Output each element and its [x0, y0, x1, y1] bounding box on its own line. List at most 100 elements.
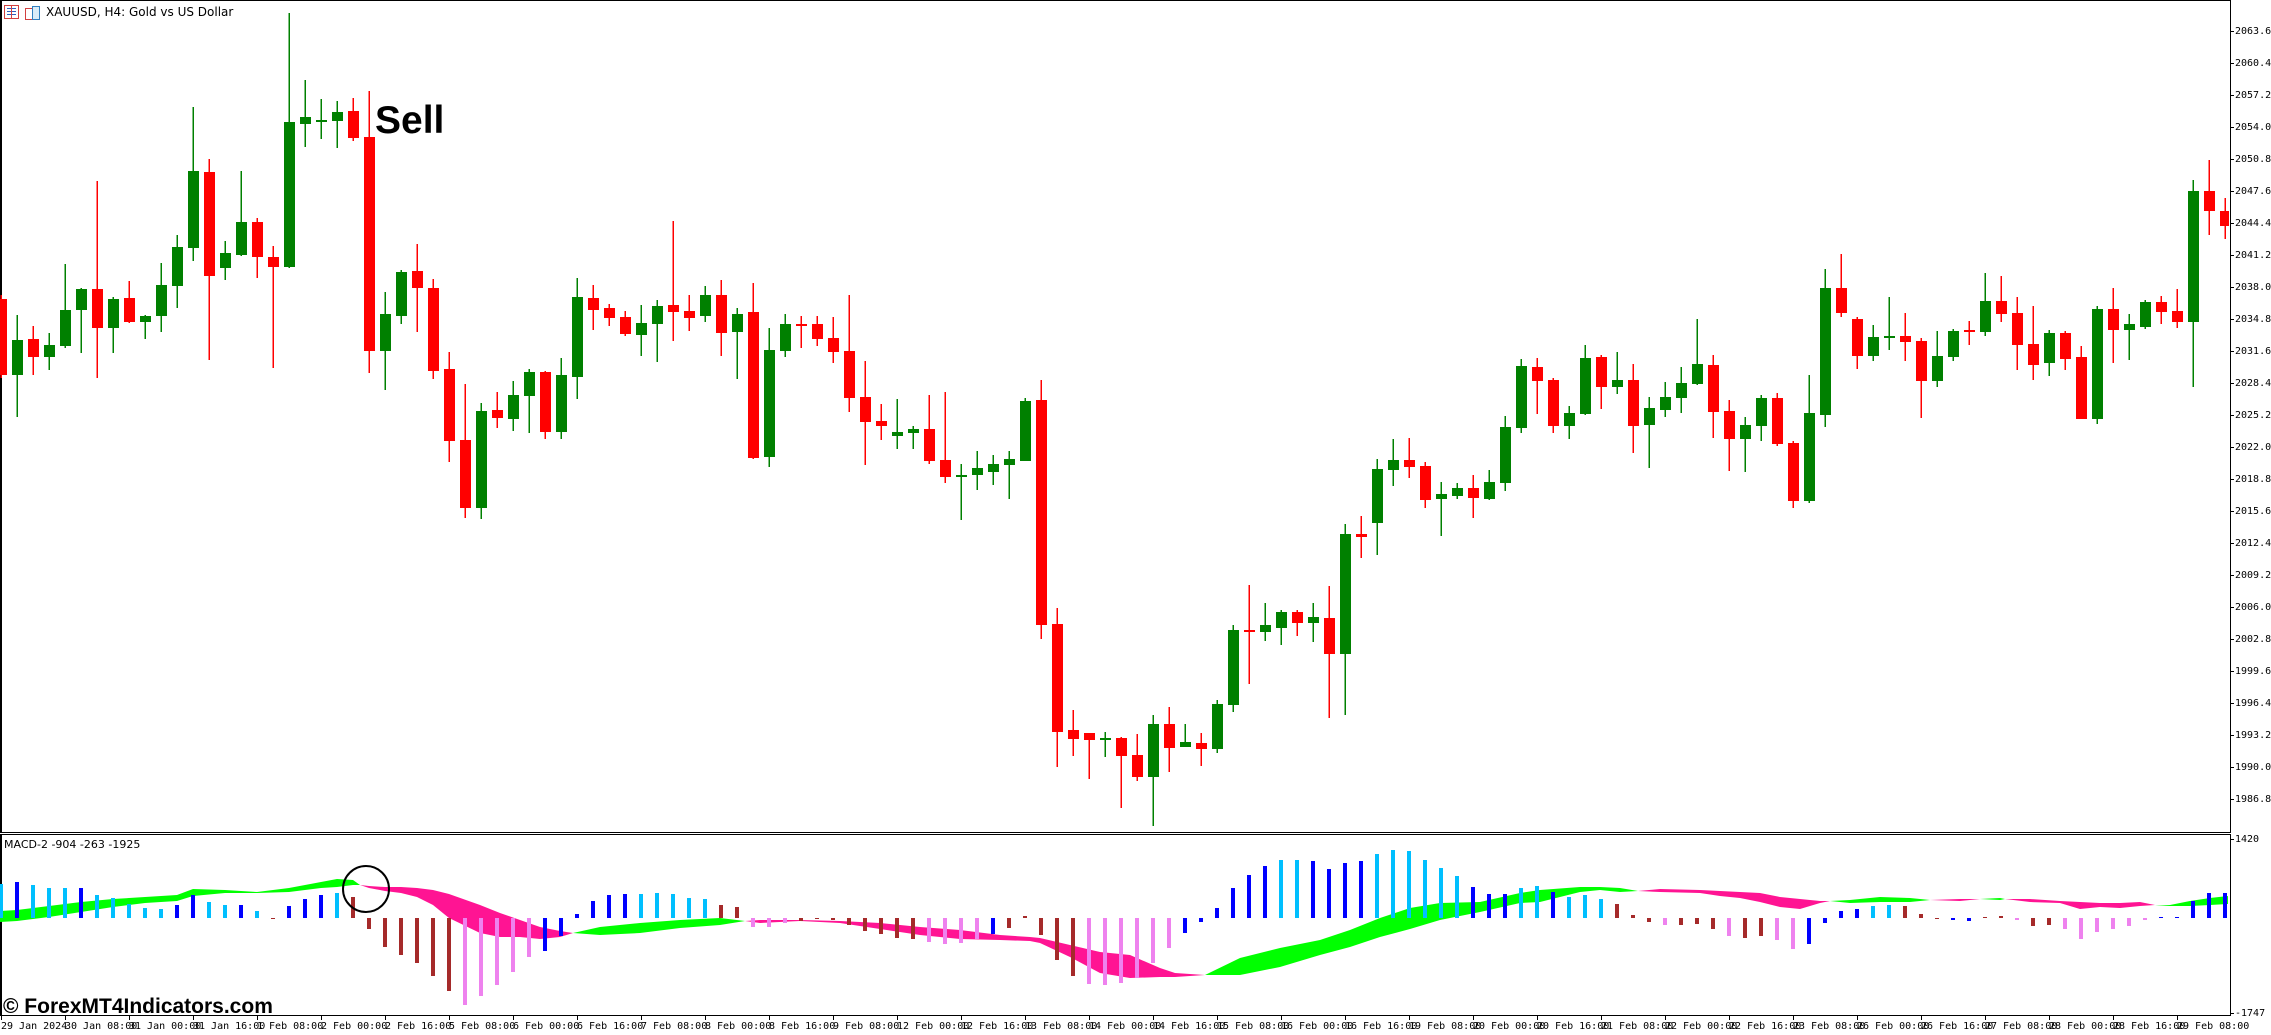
- time-tick-label: 12 Feb 00:00: [897, 1015, 970, 1032]
- candle: [396, 270, 407, 324]
- macd-signal-band: [2100, 903, 2120, 908]
- time-tick-label: 29 Jan 2024: [1, 1015, 68, 1032]
- macd-histogram-bar: [1391, 850, 1395, 918]
- candle: [1388, 439, 1399, 486]
- candle: [1660, 382, 1671, 417]
- macd-signal-band: [225, 890, 257, 893]
- candle: [2188, 180, 2199, 387]
- macd-signal-band: [880, 923, 920, 935]
- macd-histogram-bar: [2015, 918, 2019, 920]
- macd-histogram-bar: [2127, 918, 2131, 926]
- candle: [1340, 524, 1351, 715]
- candle: [572, 278, 583, 399]
- macd-signal-band: [2155, 905, 2170, 906]
- macd-histogram-bar: [303, 899, 307, 918]
- time-tick-label: 16 Feb 16:00: [1345, 1015, 1418, 1032]
- time-tick-label: 13 Feb 08:00: [1025, 1015, 1098, 1032]
- candle: [636, 305, 647, 356]
- chart-title: XAUUSD, H4: Gold vs US Dollar: [46, 5, 234, 19]
- macd-signal-band: [145, 895, 177, 903]
- candle: [188, 107, 199, 261]
- candle: [1612, 352, 1623, 394]
- candle: [2172, 289, 2183, 328]
- macd-signal-band: [1580, 887, 1600, 892]
- macd-histogram-bar: [2191, 901, 2195, 918]
- price-tick-label: 2009.20: [2230, 570, 2271, 582]
- crossover-circle-marker: [342, 865, 390, 913]
- price-tick-label: 2012.40: [2230, 538, 2271, 550]
- candle: [12, 315, 23, 417]
- macd-signal-band: [600, 923, 640, 935]
- candle: [1852, 317, 1863, 369]
- macd-histogram-bar: [1359, 861, 1363, 918]
- candle: [2012, 297, 2023, 370]
- candle: [252, 218, 263, 278]
- time-tick-label: 20 Feb 00:00: [1473, 1015, 1546, 1032]
- macd-signal-band: [500, 913, 520, 937]
- candle: [1548, 378, 1559, 433]
- macd-signal-band: [960, 930, 1000, 940]
- macd-histogram-bar: [735, 907, 739, 918]
- macd-histogram-bar: [1791, 918, 1795, 949]
- candle: [1036, 380, 1047, 639]
- candle: [364, 91, 375, 373]
- macd-histogram-bar: [991, 918, 995, 934]
- price-tick-label: 2060.40: [2230, 58, 2271, 70]
- chart-window-icon[interactable]: [25, 5, 40, 20]
- candle: [460, 384, 471, 518]
- candle: [2092, 306, 2103, 424]
- candle: [2076, 346, 2087, 419]
- macd-histogram-bar: [2143, 918, 2147, 920]
- candle: [684, 295, 695, 331]
- macd-axis-max: 1420: [2230, 834, 2259, 846]
- macd-histogram-bar: [1583, 895, 1587, 918]
- chart-list-icon[interactable]: [4, 5, 19, 19]
- macd-histogram-bar: [1663, 918, 1667, 925]
- macd-histogram-bar: [367, 918, 371, 929]
- macd-histogram-bar: [79, 888, 83, 918]
- macd-indicator-panel[interactable]: [0, 834, 2231, 1016]
- macd-histogram-bar: [895, 918, 899, 938]
- candle: [1004, 451, 1015, 499]
- candle: [92, 181, 103, 378]
- macd-histogram-bar: [319, 895, 323, 918]
- macd-signal-band: [385, 887, 401, 893]
- macd-signal-band: [1780, 897, 1800, 909]
- macd-histogram-bar: [1423, 860, 1427, 918]
- candle: [124, 281, 135, 323]
- time-tick-label: 9 Feb 08:00: [833, 1015, 900, 1032]
- macd-histogram-bar: [543, 918, 547, 951]
- candle: [28, 326, 39, 375]
- macd-histogram-bar: [1951, 918, 1955, 920]
- macd-signal-band: [1280, 940, 1320, 967]
- price-tick-label: 1990.00: [2230, 762, 2271, 774]
- macd-signal-band: [417, 888, 433, 905]
- macd-signal-band: [2000, 898, 2005, 900]
- price-tick-label: 2034.80: [2230, 314, 2271, 326]
- macd-histogram-bar: [1647, 918, 1651, 922]
- candle: [796, 316, 807, 348]
- macd-signal-band: [1205, 958, 1240, 975]
- time-tick-label: 8 Feb 16:00: [769, 1015, 836, 1032]
- macd-signal-band: [640, 920, 680, 933]
- macd-histogram-bar: [591, 901, 595, 918]
- macd-histogram-bar: [1567, 897, 1571, 918]
- macd-histogram-bar: [0, 884, 3, 918]
- candle: [2124, 314, 2135, 360]
- macd-histogram-bar: [863, 918, 867, 931]
- macd-signal-band: [289, 882, 321, 892]
- macd-histogram-bar: [703, 899, 707, 918]
- macd-histogram-bar: [1615, 904, 1619, 918]
- candle: [1436, 482, 1447, 536]
- time-tick-label: 22 Feb 16:00: [1729, 1015, 1802, 1032]
- macd-histogram-bar: [1823, 918, 1827, 923]
- macd-histogram-bar: [1167, 918, 1171, 948]
- macd-histogram-bar: [1599, 899, 1603, 918]
- price-tick-label: 1996.40: [2230, 698, 2271, 710]
- candle: [844, 295, 855, 412]
- candle: [1180, 724, 1191, 747]
- candle: [668, 221, 679, 341]
- macd-histogram-bar: [159, 909, 163, 918]
- macd-signal-band: [1820, 901, 1830, 903]
- macd-histogram-bar: [1183, 918, 1187, 933]
